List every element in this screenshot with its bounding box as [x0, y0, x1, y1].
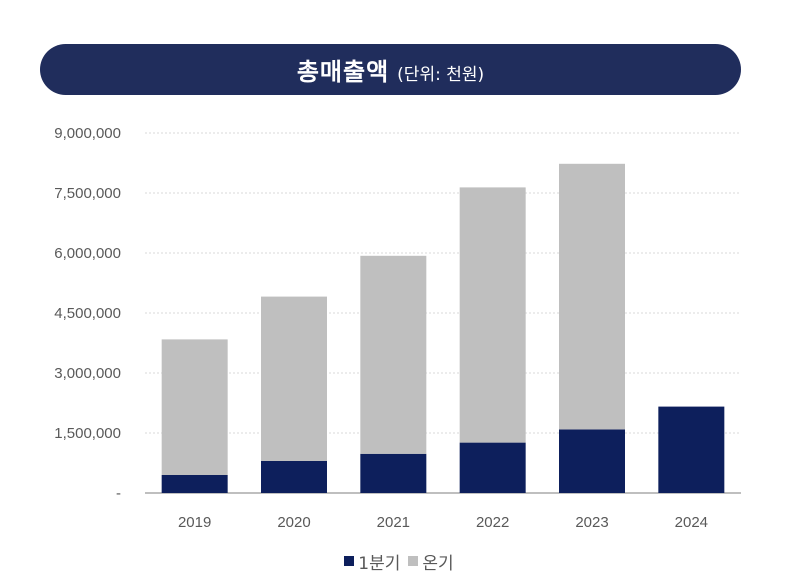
y-tick-label: -	[116, 485, 121, 502]
bar-q1	[658, 406, 725, 493]
legend-swatch-q1	[344, 556, 355, 566]
legend-item-full-year: 온기	[408, 549, 454, 574]
bar-full-year	[559, 163, 625, 430]
bar-full-year	[261, 296, 327, 461]
y-tick-label: 6,000,000	[54, 245, 121, 262]
x-tick-label: 2020	[277, 514, 310, 531]
legend: 1분기 온기	[0, 546, 798, 576]
x-axis-labels: 2019 2020 2021 2022 2023 2024	[178, 514, 708, 531]
y-tick-label: 9,000,000	[54, 125, 121, 142]
bars	[161, 163, 725, 493]
gridlines	[145, 132, 741, 494]
legend-label-full-year: 온기	[422, 553, 454, 574]
y-tick-label: 4,500,000	[54, 305, 121, 322]
bar-q1	[559, 429, 625, 493]
legend-swatch-full-year	[408, 556, 419, 566]
bar-q1	[360, 453, 427, 493]
y-tick-label: 3,000,000	[54, 365, 121, 382]
legend-item-q1: 1분기	[344, 549, 400, 574]
bar-full-year	[360, 255, 427, 454]
x-tick-label: 2024	[675, 514, 708, 531]
x-tick-label: 2021	[377, 514, 410, 531]
chart-title: 총매출액	[296, 58, 390, 86]
chart-title-bar: 총매출액 (단위: 천원)	[40, 44, 741, 95]
x-tick-label: 2019	[178, 514, 211, 531]
bar-q1	[459, 442, 526, 493]
y-tick-label: 7,500,000	[54, 185, 121, 202]
legend-label-q1: 1분기	[358, 553, 401, 574]
y-axis-labels: - 1,500,000 3,000,000 4,500,000 6,000,000 7,5…	[54, 125, 121, 502]
y-tick-label: 1,500,000	[54, 425, 121, 442]
bar-full-year	[459, 187, 526, 443]
x-tick-label: 2022	[476, 514, 509, 531]
bar-full-year	[161, 339, 228, 475]
chart-unit-label: (단위: 천원)	[397, 65, 485, 85]
x-tick-label: 2023	[575, 514, 608, 531]
bar-q1	[261, 461, 327, 493]
bar-chart: - 1,500,000 3,000,000 4,500,000 6,000,000 7,5…	[54, 125, 741, 531]
bar-q1	[161, 475, 228, 493]
